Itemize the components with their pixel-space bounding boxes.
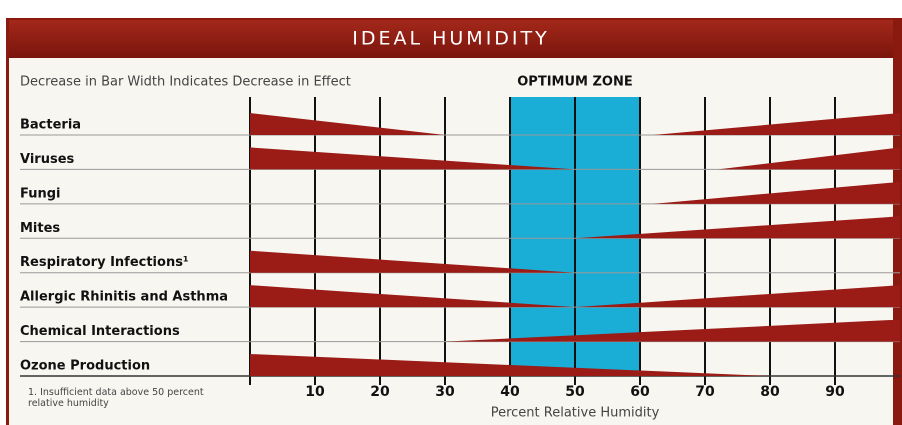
row-label: Mites (20, 221, 60, 236)
annotation: Decrease in Bar Width Indicates Decrease… (20, 75, 351, 90)
decrease-wedge (250, 113, 445, 135)
row-label: Fungi (20, 186, 61, 201)
x-tick-label: 30 (435, 384, 455, 400)
decrease-wedge (250, 250, 575, 273)
decrease-wedge (250, 285, 575, 308)
x-tick-label: 50 (565, 384, 585, 400)
decrease-wedge (250, 147, 575, 170)
increase-wedge (653, 113, 900, 135)
chart-title: IDEAL HUMIDITY (352, 28, 550, 50)
increase-wedge (575, 285, 900, 308)
row-label: Respiratory Infections¹ (20, 255, 189, 270)
row-label: Ozone Production (20, 359, 150, 374)
x-tick-label: 90 (825, 384, 845, 400)
zone-label: OPTIMUM ZONE (517, 75, 632, 90)
row-label: Viruses (20, 152, 75, 167)
footnote: 1. Insufficient data above 50 percent re… (28, 387, 204, 409)
x-tick-label: 60 (630, 384, 650, 400)
x-axis-label: Percent Relative Humidity (491, 406, 660, 421)
increase-wedge (718, 147, 900, 170)
row-label: Bacteria (20, 118, 81, 133)
increase-wedge (575, 216, 900, 239)
x-tick-label: 40 (500, 384, 520, 400)
row-label: Chemical Interactions (20, 324, 180, 339)
increase-wedge (653, 181, 900, 204)
row-label: Allergic Rhinitis and Asthma (20, 290, 228, 305)
x-tick-label: 80 (760, 384, 780, 400)
header (9, 20, 893, 58)
x-tick-label: 10 (305, 384, 325, 400)
decrease-wedge (250, 354, 770, 376)
increase-wedge (445, 319, 900, 342)
x-tick-label: 20 (370, 384, 390, 400)
x-tick-label: 70 (695, 384, 715, 400)
